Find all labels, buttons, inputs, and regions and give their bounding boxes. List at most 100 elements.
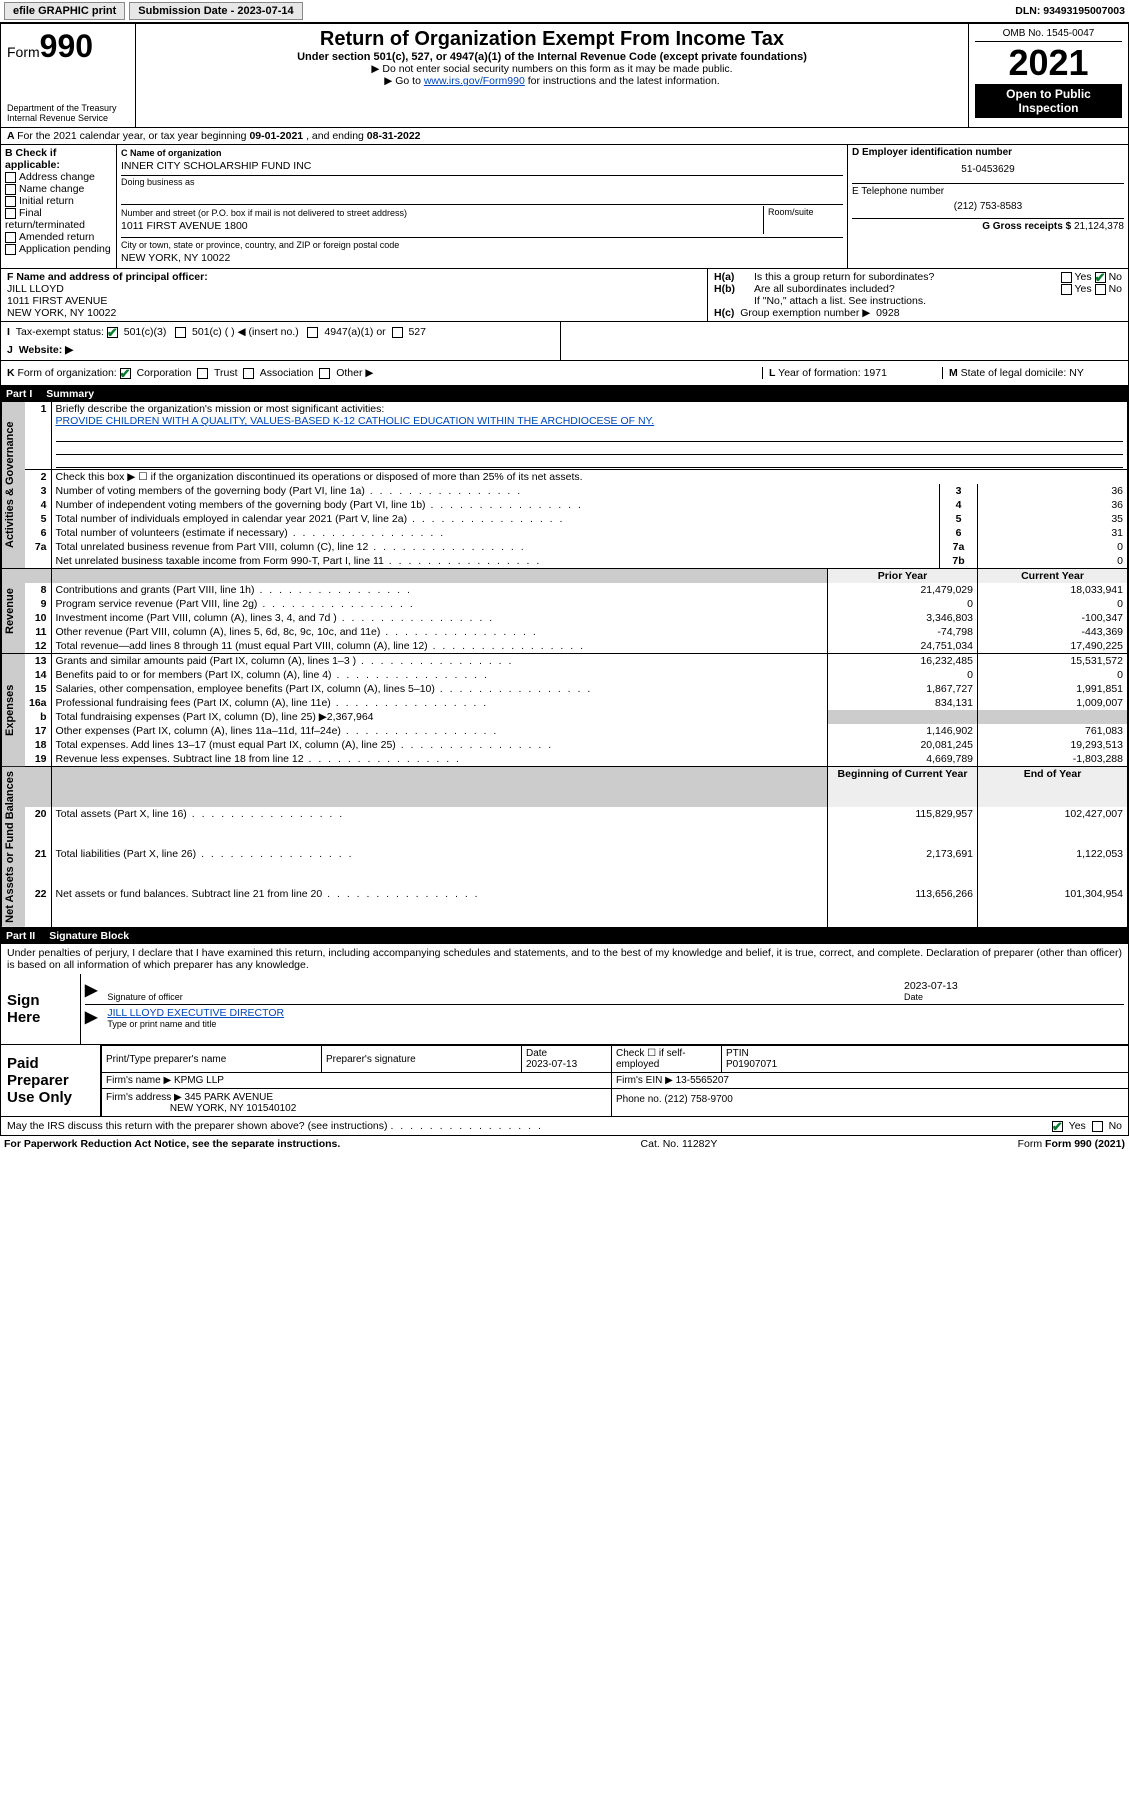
chk-4947[interactable]: [307, 327, 318, 338]
goto-post: for instructions and the latest informat…: [525, 75, 720, 87]
type-name-label: Type or print name and title: [107, 1019, 1124, 1029]
ein-value: 51-0453629: [852, 158, 1124, 181]
form-word: Form: [7, 44, 40, 60]
chk-assoc[interactable]: [243, 368, 254, 379]
i-j-block: I Tax-exempt status: 501(c)(3) 501(c) ( …: [0, 322, 1129, 361]
sig-officer-label: Signature of officer: [107, 992, 894, 1002]
preparer-table: Print/Type preparer's name Preparer's si…: [101, 1045, 1128, 1116]
chk-discuss-no[interactable]: [1092, 1121, 1103, 1132]
tax-year: 2021: [975, 42, 1122, 84]
chk-amended-return[interactable]: [5, 232, 16, 243]
street-value: 1011 FIRST AVENUE 1800: [121, 219, 763, 233]
officer-name-title: JILL LLOYD EXECUTIVE DIRECTOR: [107, 1007, 1124, 1019]
hc-value: 0928: [876, 307, 899, 319]
top-bar: efile GRAPHIC print Submission Date - 20…: [0, 0, 1129, 23]
tax-year-end: 08-31-2022: [367, 130, 421, 142]
firm-phone-label: Phone no.: [616, 1094, 662, 1105]
prep-date-value: 2023-07-13: [526, 1059, 577, 1070]
chk-discuss-yes[interactable]: [1052, 1121, 1063, 1132]
line-a-tax-year: A For the 2021 calendar year, or tax yea…: [0, 128, 1129, 145]
l-value: 1971: [864, 367, 887, 379]
dln-label: DLN:: [1015, 5, 1043, 17]
firm-addr-label: Firm's address ▶: [106, 1092, 182, 1103]
part-ii-title: Signature Block: [49, 930, 129, 942]
expenses-section: Expenses 13Grants and similar amounts pa…: [0, 654, 1129, 767]
chk-corp[interactable]: [120, 368, 131, 379]
e-phone-label: E Telephone number: [852, 186, 944, 197]
chk-initial-return[interactable]: [5, 196, 16, 207]
ha-yes: Yes: [1075, 271, 1092, 283]
i-527: 527: [408, 326, 426, 338]
discuss-with-preparer-row: May the IRS discuss this return with the…: [0, 1117, 1129, 1136]
firm-name-value: KPMG LLP: [174, 1075, 224, 1086]
chk-hb-no[interactable]: [1095, 284, 1106, 295]
chk-address-change[interactable]: [5, 172, 16, 183]
net-assets-table: Beginning of Current YearEnd of Year20To…: [25, 767, 1128, 927]
irs-form990-link[interactable]: www.irs.gov/Form990: [424, 75, 525, 87]
chk-trust[interactable]: [197, 368, 208, 379]
org-name: INNER CITY SCHOLARSHIP FUND INC: [121, 159, 843, 173]
ha-text: Is this a group return for subordinates?: [754, 271, 1061, 283]
chk-501c[interactable]: [175, 327, 186, 338]
submission-date-button[interactable]: Submission Date - 2023-07-14: [129, 2, 302, 20]
form-header: Form990 Department of the Treasury Inter…: [0, 23, 1129, 128]
activities-governance-section: Activities & Governance 1 Briefly descri…: [0, 402, 1129, 569]
m-value: NY: [1069, 367, 1084, 379]
efile-print-button[interactable]: efile GRAPHIC print: [4, 2, 125, 20]
officer-name: JILL LLOYD: [7, 283, 701, 295]
instructions-link-row: ▶ Go to www.irs.gov/Form990 for instruct…: [142, 75, 962, 87]
officer-addr1: 1011 FIRST AVENUE: [7, 295, 701, 307]
submission-date-label: Submission Date -: [138, 5, 237, 17]
chk-ha-yes[interactable]: [1061, 272, 1072, 283]
city-value: NEW YORK, NY 10022: [121, 251, 843, 265]
part-i-label: Part I: [6, 388, 32, 400]
chk-ha-no[interactable]: [1095, 272, 1106, 283]
j-website-label: Website: ▶: [19, 344, 74, 356]
prep-date-label: Date: [526, 1048, 547, 1059]
column-b-checkboxes: B Check if applicable: Address change Na…: [1, 145, 116, 268]
opt-final-return: Final return/terminated: [5, 207, 85, 231]
arrow-icon: ▶: [85, 980, 97, 1002]
g-gross-label: G Gross receipts $: [982, 221, 1071, 232]
chk-name-change[interactable]: [5, 184, 16, 195]
chk-hb-yes[interactable]: [1061, 284, 1072, 295]
opt-address-change: Address change: [19, 171, 95, 183]
ptin-label: PTIN: [726, 1048, 749, 1059]
dln: DLN: 93493195007003: [1015, 5, 1125, 17]
opt-initial-return: Initial return: [19, 195, 74, 207]
ha-no: No: [1109, 271, 1122, 283]
firm-name-label: Firm's name ▶: [106, 1075, 171, 1086]
strip-revenue: Revenue: [1, 569, 25, 653]
officer-addr2: NEW YORK, NY 10022: [7, 307, 701, 319]
chk-527[interactable]: [392, 327, 403, 338]
return-subtitle: Under section 501(c), 527, or 4947(a)(1)…: [142, 51, 962, 63]
gross-receipts-value: 21,124,378: [1074, 221, 1124, 232]
chk-501c3[interactable]: [107, 327, 118, 338]
city-label: City or town, state or province, country…: [121, 239, 843, 251]
chk-other[interactable]: [319, 368, 330, 379]
page-footer: For Paperwork Reduction Act Notice, see …: [0, 1136, 1129, 1152]
opt-application-pending: Application pending: [19, 243, 111, 255]
part-i-header: Part I Summary: [0, 386, 1129, 402]
return-title: Return of Organization Exempt From Incom…: [142, 28, 962, 51]
prep-name-label: Print/Type preparer's name: [102, 1045, 322, 1072]
firm-ein-value: 13-5565207: [676, 1075, 729, 1086]
submission-date-value: 2023-07-14: [237, 5, 293, 17]
chk-final-return[interactable]: [5, 208, 16, 219]
hb-yes: Yes: [1075, 283, 1092, 295]
sig-date-value: 2023-07-13: [904, 980, 1124, 992]
i-501c3: 501(c)(3): [124, 326, 167, 338]
k-corp: Corporation: [137, 367, 192, 379]
k-trust: Trust: [214, 367, 238, 379]
b-label: B Check if applicable:: [5, 147, 60, 171]
strip-net-assets: Net Assets or Fund Balances: [1, 767, 25, 927]
signature-block: Under penalties of perjury, I declare th…: [0, 944, 1129, 1045]
ssn-warning: ▶ Do not enter social security numbers o…: [142, 63, 962, 75]
sig-date-label: Date: [904, 992, 1124, 1002]
line-a-pre: For the 2021 calendar year, or tax year …: [17, 130, 249, 142]
chk-application-pending[interactable]: [5, 244, 16, 255]
tax-year-begin: 09-01-2021: [249, 130, 303, 142]
f-officer-label: F Name and address of principal officer:: [7, 271, 208, 283]
firm-addr2: NEW YORK, NY 101540102: [170, 1103, 296, 1114]
pra-notice: For Paperwork Reduction Act Notice, see …: [4, 1138, 340, 1150]
